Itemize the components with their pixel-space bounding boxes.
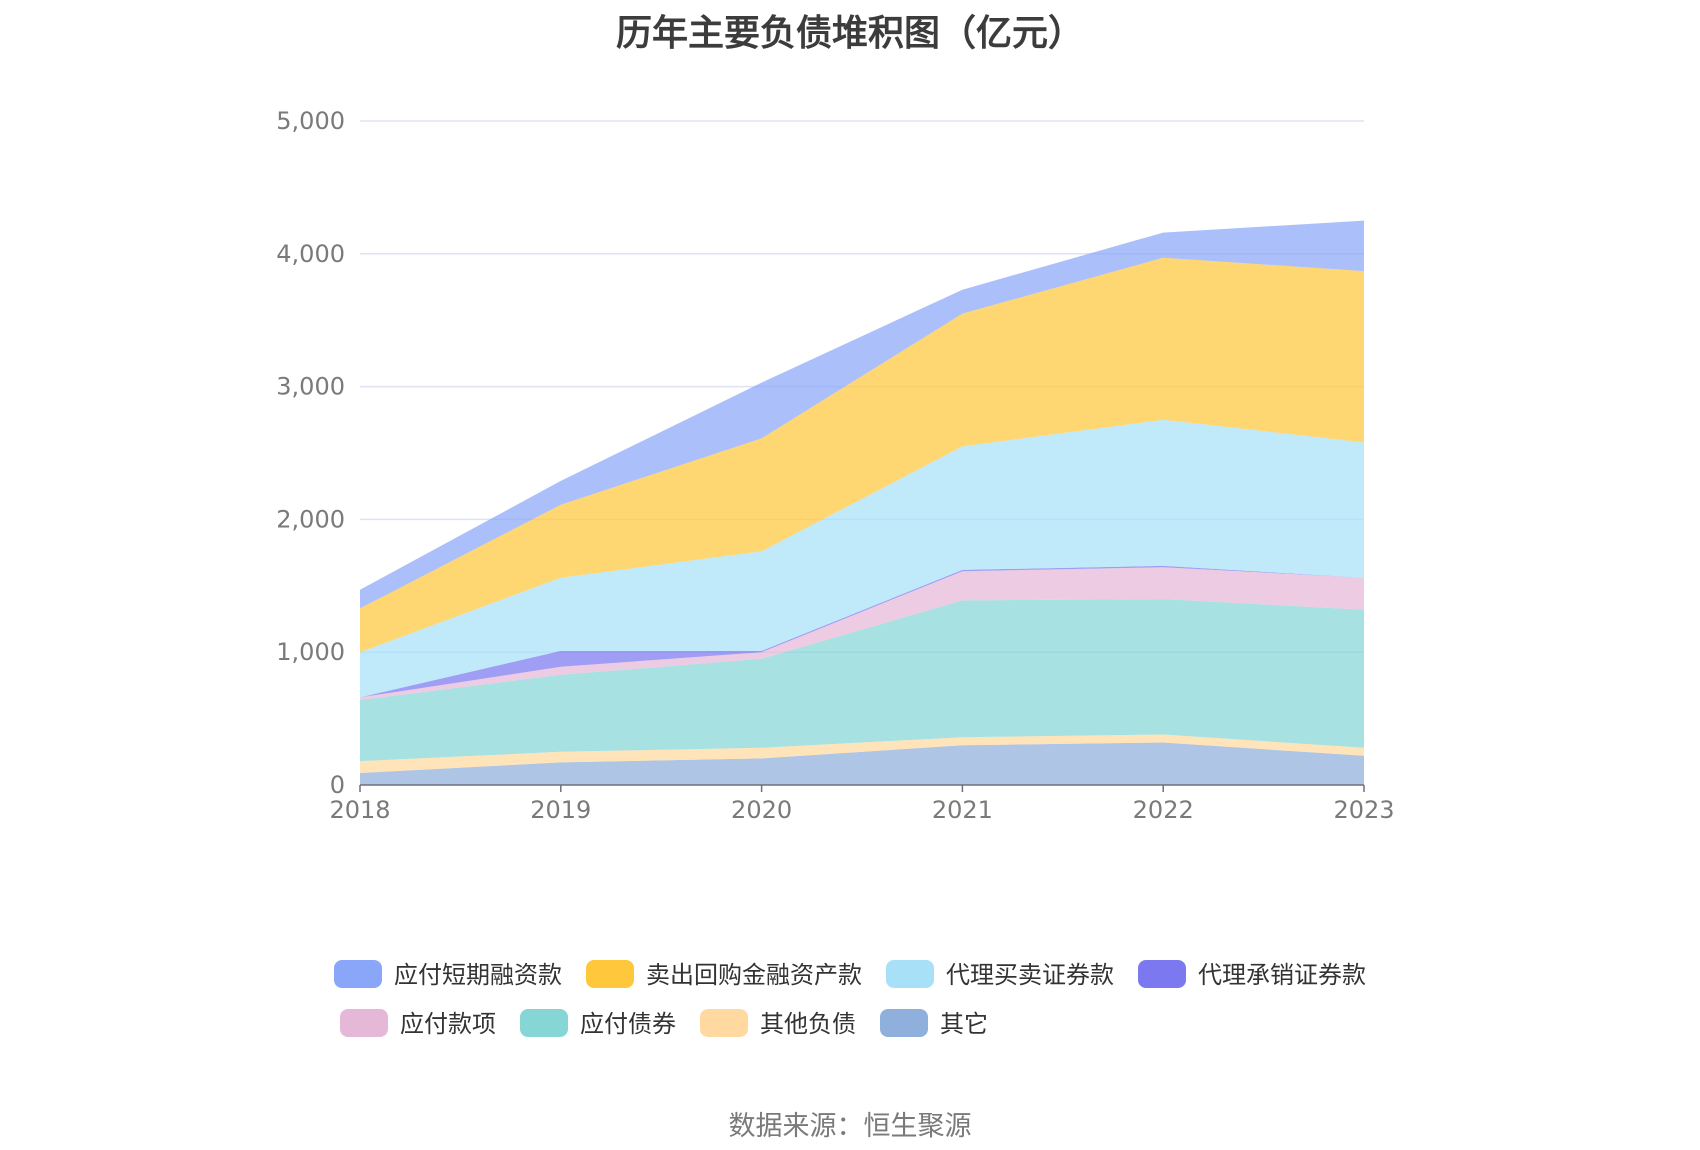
legend-label: 其他负债 xyxy=(760,1010,856,1038)
legend-item-应付款项[interactable]: 应付款项 xyxy=(340,1009,496,1038)
x-tick-label: 2018 xyxy=(329,796,390,824)
legend-swatch xyxy=(520,1009,568,1037)
x-tick-label: 2022 xyxy=(1133,796,1194,824)
y-tick-label: 5,000 xyxy=(276,107,345,135)
legend-label: 应付债券 xyxy=(580,1010,676,1038)
x-tick-label: 2020 xyxy=(731,796,792,824)
legend-item-应付短期融资款[interactable]: 应付短期融资款 xyxy=(334,960,562,989)
y-tick-label: 1,000 xyxy=(276,638,345,666)
legend-label: 应付款项 xyxy=(400,1010,496,1038)
legend-swatch xyxy=(334,960,382,988)
y-tick-label: 4,000 xyxy=(276,240,345,268)
legend-label: 应付短期融资款 xyxy=(394,961,562,989)
y-tick-label: 3,000 xyxy=(276,373,345,401)
y-tick-label: 0 xyxy=(330,771,345,799)
legend-swatch xyxy=(880,1009,928,1037)
x-tick-label: 2021 xyxy=(932,796,993,824)
chart-source: 数据来源：恒生聚源 xyxy=(728,1111,972,1142)
area-series xyxy=(360,220,1364,786)
legend-swatch xyxy=(886,960,934,988)
legend-item-代理承销证券款[interactable]: 代理承销证券款 xyxy=(1138,960,1366,989)
chart-title: 历年主要负债堆积图（亿元） xyxy=(615,13,1084,54)
legend-item-其他负债[interactable]: 其他负债 xyxy=(700,1009,856,1038)
legend-swatch xyxy=(700,1009,748,1037)
legend-swatch xyxy=(340,1009,388,1037)
legend-label: 卖出回购金融资产款 xyxy=(646,961,862,989)
x-tick-label: 2019 xyxy=(530,796,591,824)
area-其他负债[interactable] xyxy=(360,734,1364,774)
legend-label: 代理买卖证券款 xyxy=(946,961,1114,989)
x-tick-label: 2023 xyxy=(1333,796,1394,824)
legend-item-卖出回购金融资产款[interactable]: 卖出回购金融资产款 xyxy=(586,960,862,989)
area-应付债券[interactable] xyxy=(360,599,1364,762)
legend-swatch xyxy=(586,960,634,988)
legend-label: 代理承销证券款 xyxy=(1198,961,1366,989)
area-卖出回购金融资产款[interactable] xyxy=(360,257,1364,653)
legend-label: 其它 xyxy=(940,1010,988,1038)
legend-item-应付债券[interactable]: 应付债券 xyxy=(520,1009,676,1038)
area-代理买卖证券款[interactable] xyxy=(360,419,1364,698)
legend-item-代理买卖证券款[interactable]: 代理买卖证券款 xyxy=(886,960,1114,989)
area-其它[interactable] xyxy=(360,742,1364,786)
axes: 0 1,000 2,000 3,000 4,000 5,000 2018 2019 2020 20… xyxy=(276,107,1394,824)
legend-item-其它[interactable]: 其它 xyxy=(880,1009,988,1038)
area-应付款项[interactable] xyxy=(360,567,1364,700)
area-应付短期融资款[interactable] xyxy=(360,220,1364,609)
legend-swatch xyxy=(1138,960,1186,988)
y-tick-label: 2,000 xyxy=(276,505,345,533)
